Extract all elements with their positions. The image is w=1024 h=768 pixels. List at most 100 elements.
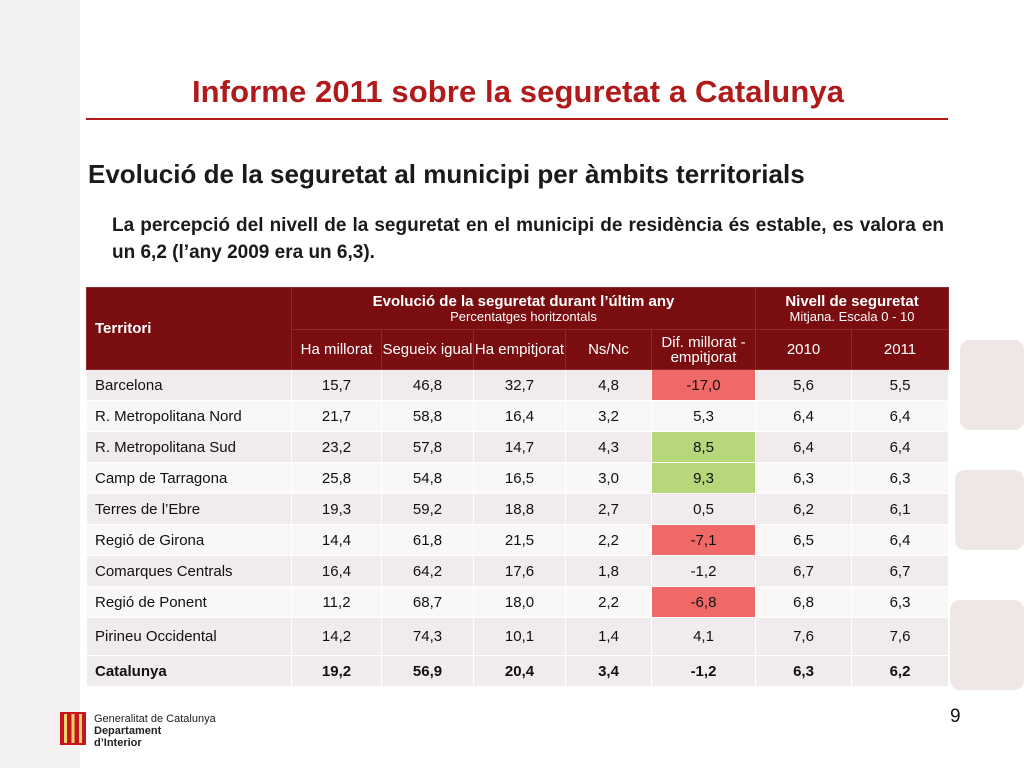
cell-value: 64,2 bbox=[381, 555, 474, 587]
cell-value: 2,2 bbox=[565, 586, 652, 618]
logo-text: Generalitat de Catalunya Departament d’I… bbox=[94, 713, 216, 749]
cell-value: 6,4 bbox=[755, 400, 852, 432]
cell-value: 6,2 bbox=[755, 493, 852, 525]
cell-value: 74,3 bbox=[381, 617, 474, 656]
cell-value: 56,9 bbox=[381, 655, 474, 687]
cell-value: 16,5 bbox=[473, 462, 566, 494]
cell-value: 0,5 bbox=[651, 493, 756, 525]
table-row: Regió de Ponent 11,2 68,7 18,0 2,2 -6,8 6,8 6,3 bbox=[86, 586, 950, 618]
cell-value: 11,2 bbox=[291, 586, 382, 618]
cell-value: -6,8 bbox=[651, 586, 756, 618]
header-dif: Dif. millorat -empitjorat bbox=[651, 329, 756, 370]
header-group-evolucio-title: Evolució de la seguretat durant l’últim … bbox=[372, 292, 675, 310]
cell-value: 5,5 bbox=[850, 369, 950, 401]
table-row: Pirineu Occidental 14,2 74,3 10,1 1,4 4,1 7,6 7… bbox=[86, 617, 950, 656]
cell-value: 21,5 bbox=[473, 524, 566, 556]
cell-value: 16,4 bbox=[291, 555, 382, 587]
logo-line-generalitat: Generalitat de Catalunya bbox=[94, 713, 216, 725]
cell-territori: Regió de Girona bbox=[86, 524, 292, 556]
cell-territori: R. Metropolitana Sud bbox=[86, 431, 292, 463]
cell-value: 59,2 bbox=[381, 493, 474, 525]
cell-value: 46,8 bbox=[381, 369, 474, 401]
cell-value: 6,4 bbox=[755, 431, 852, 463]
cell-value: 14,7 bbox=[473, 431, 566, 463]
cell-value: 6,7 bbox=[850, 555, 950, 587]
cell-territori: Barcelona bbox=[86, 369, 292, 401]
cell-value: 16,4 bbox=[473, 400, 566, 432]
table-row: Camp de Tarragona 25,8 54,8 16,5 3,0 9,3 6,3 6,… bbox=[86, 462, 950, 494]
header-group-nivell-subtitle: Mitjana. Escala 0 - 10 bbox=[789, 308, 915, 324]
logo-line-interior: d’Interior bbox=[94, 737, 142, 749]
cell-value: 58,8 bbox=[381, 400, 474, 432]
table-row: Barcelona 15,7 46,8 32,7 4,8 -17,0 5,6 5,5 bbox=[86, 369, 950, 401]
page-number: 9 bbox=[950, 706, 961, 727]
header-segueix-igual: Segueix igual bbox=[381, 329, 474, 370]
cell-value: 6,5 bbox=[755, 524, 852, 556]
header-group-nivell: Nivell de seguretat Mitjana. Escala 0 - … bbox=[754, 287, 950, 330]
generalitat-logo-icon bbox=[60, 712, 86, 745]
cell-territori: R. Metropolitana Nord bbox=[86, 400, 292, 432]
cell-value: 25,8 bbox=[291, 462, 382, 494]
cell-value: -1,2 bbox=[651, 655, 756, 687]
cell-value: 17,6 bbox=[473, 555, 566, 587]
header-2010: 2010 bbox=[755, 329, 852, 370]
table-row: R. Metropolitana Nord 21,7 58,8 16,4 3,2 5,3 6… bbox=[86, 400, 950, 432]
cell-value: 6,2 bbox=[850, 655, 950, 687]
cell-value: 57,8 bbox=[381, 431, 474, 463]
table-row-total: Catalunya 19,2 56,9 20,4 3,4 -1,2 6,3 6,2 bbox=[86, 655, 950, 687]
cell-territori: Regió de Ponent bbox=[86, 586, 292, 618]
cell-value: 6,3 bbox=[850, 586, 950, 618]
logo-line-departament: Departament bbox=[94, 725, 162, 737]
cell-value: 6,7 bbox=[755, 555, 852, 587]
cell-value: 8,5 bbox=[651, 431, 756, 463]
cell-value: 32,7 bbox=[473, 369, 566, 401]
cell-value: 2,7 bbox=[565, 493, 652, 525]
cell-territori: Camp de Tarragona bbox=[86, 462, 292, 494]
title-divider bbox=[86, 118, 948, 120]
table-row: Comarques Centrals 16,4 64,2 17,6 1,8 -1,2 6,7… bbox=[86, 555, 950, 587]
cell-value: 10,1 bbox=[473, 617, 566, 656]
cell-value: 1,8 bbox=[565, 555, 652, 587]
table-row: Terres de l’Ebre 19,3 59,2 18,8 2,7 0,5 6,2 6,1 bbox=[86, 493, 950, 525]
cell-value: -1,2 bbox=[651, 555, 756, 587]
cell-value: 6,3 bbox=[850, 462, 950, 494]
cell-territori: Terres de l’Ebre bbox=[86, 493, 292, 525]
cell-territori: Pirineu Occidental bbox=[86, 617, 292, 656]
cell-value: -17,0 bbox=[651, 369, 756, 401]
cell-value: 14,4 bbox=[291, 524, 382, 556]
cell-value: 19,2 bbox=[291, 655, 382, 687]
cell-territori: Catalunya bbox=[86, 655, 292, 687]
cell-value: 6,4 bbox=[850, 431, 950, 463]
cell-value: 6,3 bbox=[755, 462, 852, 494]
cell-value: 23,2 bbox=[291, 431, 382, 463]
cell-value: 6,4 bbox=[850, 400, 950, 432]
cell-value: 19,3 bbox=[291, 493, 382, 525]
header-ns-nc: Ns/Nc bbox=[565, 329, 652, 370]
cell-value: 68,7 bbox=[381, 586, 474, 618]
cell-value: 4,3 bbox=[565, 431, 652, 463]
header-2011: 2011 bbox=[850, 329, 950, 370]
cell-value: 21,7 bbox=[291, 400, 382, 432]
cell-value: -7,1 bbox=[651, 524, 756, 556]
cell-value: 5,6 bbox=[755, 369, 852, 401]
cell-value: 7,6 bbox=[755, 617, 852, 656]
table-body: Barcelona 15,7 46,8 32,7 4,8 -17,0 5,6 5,5 R. Me… bbox=[86, 369, 950, 687]
cell-value: 18,8 bbox=[473, 493, 566, 525]
cell-value: 3,0 bbox=[565, 462, 652, 494]
cell-value: 20,4 bbox=[473, 655, 566, 687]
table-row: R. Metropolitana Sud 23,2 57,8 14,7 4,3 8,5 6,… bbox=[86, 431, 950, 463]
cell-value: 2,2 bbox=[565, 524, 652, 556]
cell-value: 6,3 bbox=[755, 655, 852, 687]
cell-value: 61,8 bbox=[381, 524, 474, 556]
header-group-evolucio-subtitle: Percentatges horitzontals bbox=[450, 308, 597, 324]
header-group-nivell-title: Nivell de seguretat bbox=[785, 292, 919, 310]
header-territori: Territori bbox=[86, 287, 292, 370]
cell-value: 6,4 bbox=[850, 524, 950, 556]
section-subtitle: Evolució de la seguretat al municipi per… bbox=[88, 159, 805, 189]
cell-value: 4,1 bbox=[651, 617, 756, 656]
description-text: La percepció del nivell de la seguretat … bbox=[112, 215, 944, 263]
cell-value: 6,8 bbox=[755, 586, 852, 618]
cell-value: 3,2 bbox=[565, 400, 652, 432]
cell-territori: Comarques Centrals bbox=[86, 555, 292, 587]
cell-value: 1,4 bbox=[565, 617, 652, 656]
